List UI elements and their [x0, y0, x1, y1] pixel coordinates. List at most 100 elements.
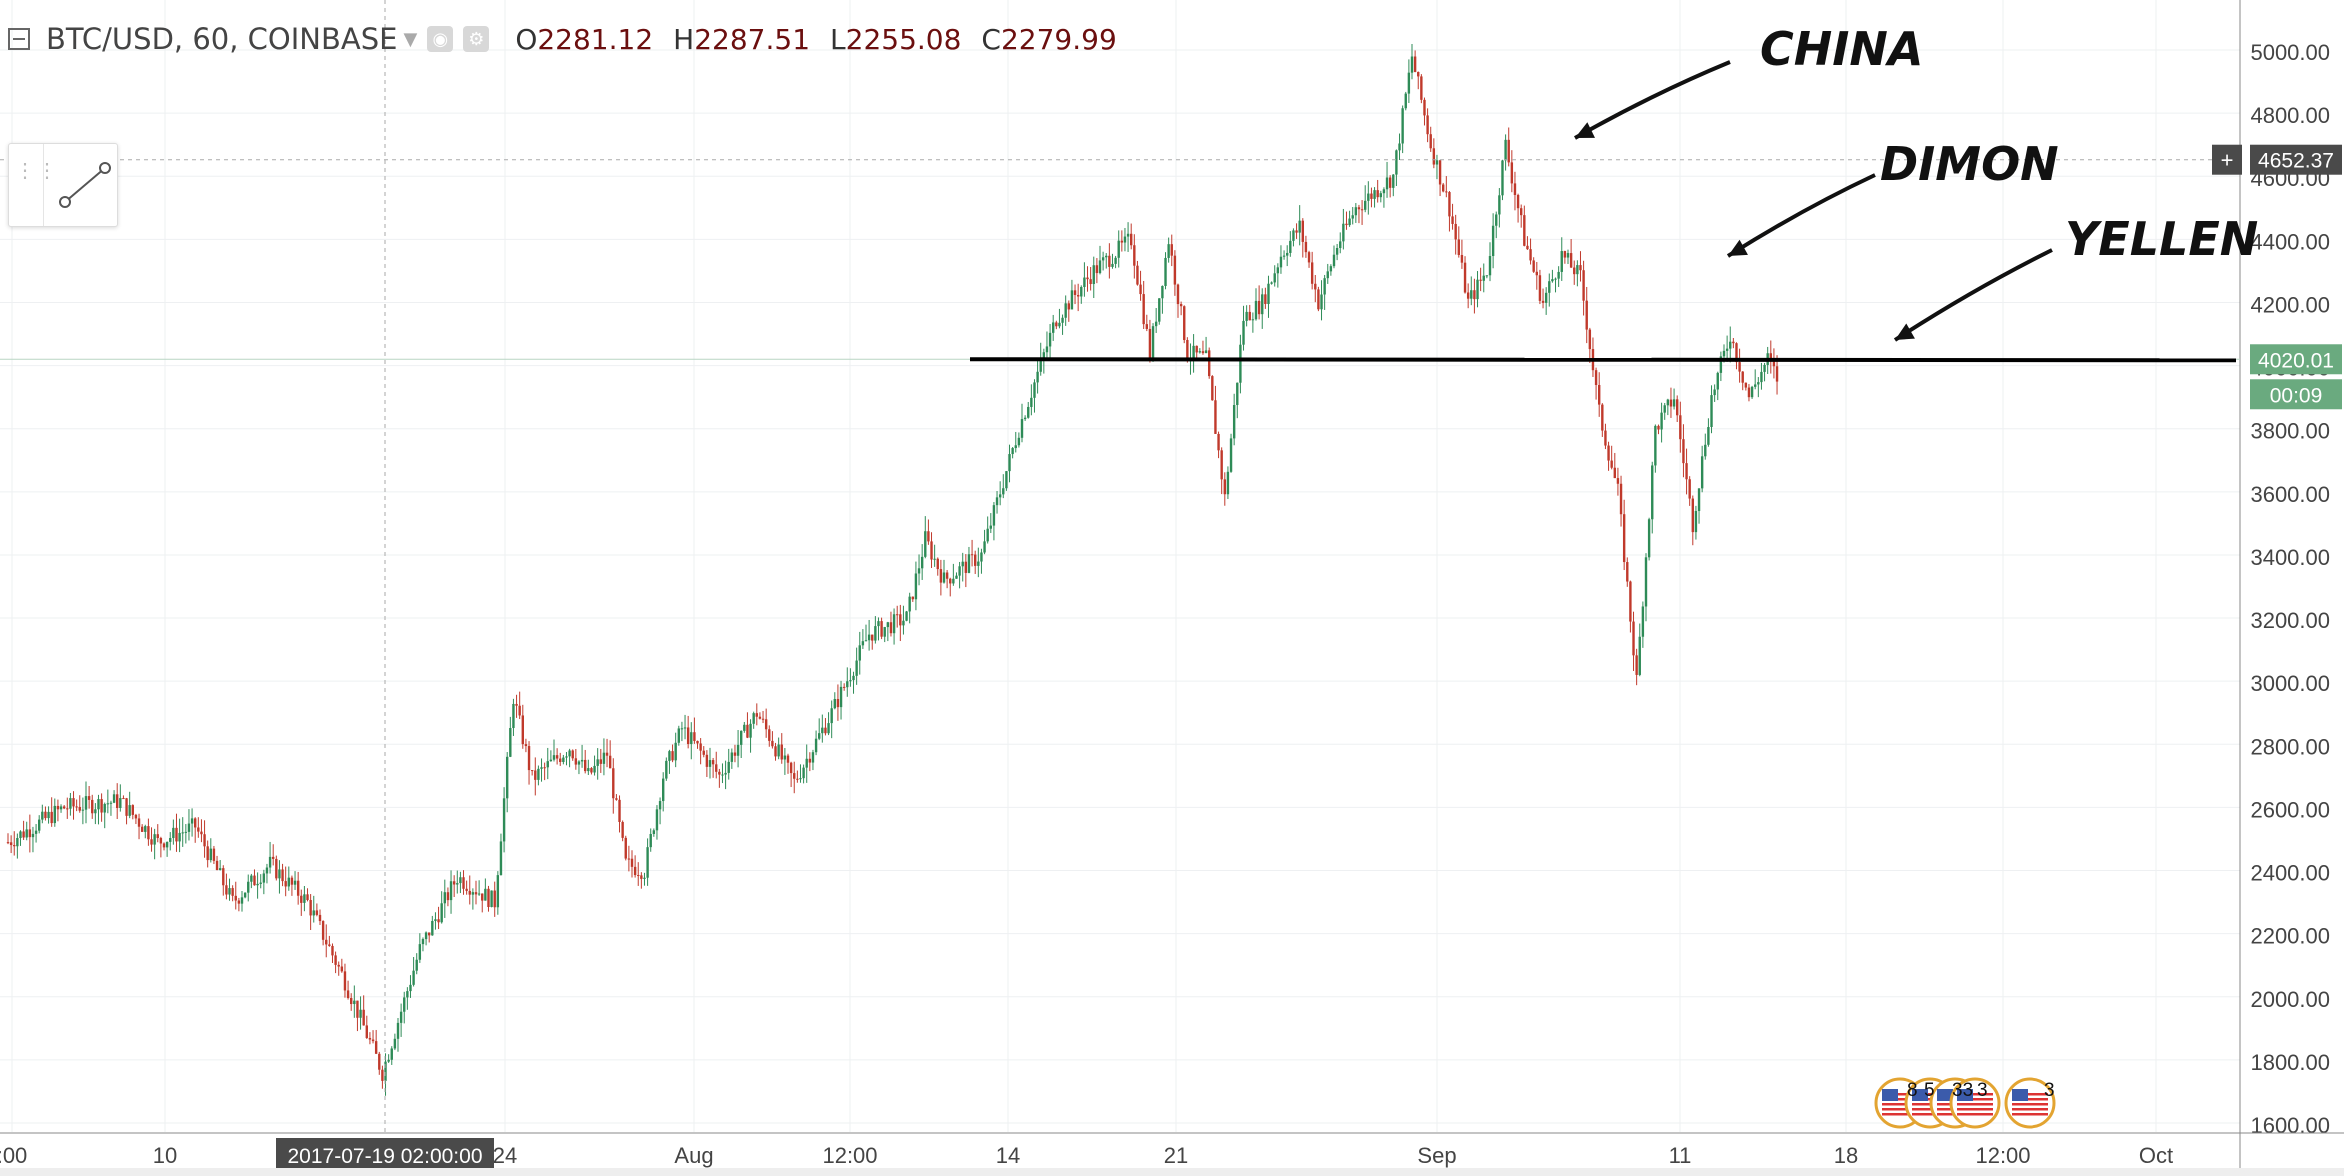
- candle-body: [350, 998, 353, 1005]
- annotation-arrow-line: [1574, 60, 1731, 140]
- y-tick-label: 4200.00: [2250, 292, 2330, 317]
- y-tick-label: 1600.00: [2250, 1113, 2330, 1138]
- x-tick-label: 11: [1669, 1143, 1692, 1168]
- y-tick-label: 3400.00: [2250, 545, 2330, 570]
- candle-body: [41, 811, 44, 820]
- candle-body: [1101, 257, 1105, 261]
- candle-body: [761, 718, 765, 720]
- candle-body: [945, 572, 949, 579]
- candle-body: [1198, 351, 1202, 353]
- x-tick-label: :00: [0, 1143, 27, 1168]
- candle-body: [162, 843, 166, 848]
- candle-body: [1339, 241, 1342, 249]
- candle-body: [1273, 273, 1276, 283]
- candle-body: [746, 724, 749, 738]
- candle-body: [930, 541, 933, 560]
- candle-body: [1036, 371, 1039, 383]
- candle-body: [334, 955, 337, 965]
- candle-body: [190, 818, 194, 824]
- candle-body: [1279, 256, 1283, 268]
- candle-body: [736, 744, 740, 756]
- candle-body: [596, 759, 599, 766]
- symbol-dropdown-icon[interactable]: ▼: [403, 28, 418, 50]
- candle-body: [1286, 252, 1289, 256]
- candle-body: [1676, 399, 1679, 416]
- candle-body: [858, 645, 861, 661]
- candle-body: [830, 708, 833, 724]
- y-tick-label: 1800.00: [2250, 1050, 2330, 1075]
- ohlc-key: L: [830, 22, 846, 56]
- candle-body: [197, 827, 200, 832]
- candle-body: [75, 806, 78, 808]
- candle-body: [418, 944, 422, 960]
- candle-body: [771, 740, 774, 747]
- candle-body: [1613, 467, 1616, 479]
- candle-body: [296, 880, 300, 896]
- candle-body: [924, 531, 927, 557]
- candle-body: [1732, 341, 1735, 344]
- y-tick-label: 2800.00: [2250, 734, 2330, 759]
- candle-body: [1669, 399, 1673, 407]
- y-tick-label: 3600.00: [2250, 482, 2330, 507]
- candle-body: [802, 767, 805, 779]
- candle-body: [150, 839, 153, 845]
- trend-line-icon[interactable]: [57, 160, 113, 210]
- symbol-label[interactable]: BTC/USD, 60, COINBASE: [46, 22, 398, 56]
- candle-body: [1220, 450, 1223, 480]
- candle-body: [827, 723, 830, 734]
- gear-icon[interactable]: ⚙: [463, 26, 490, 52]
- candle-body: [321, 921, 325, 940]
- candle-body: [796, 778, 799, 780]
- candle-body: [1685, 463, 1688, 480]
- collapse-legend-icon[interactable]: [8, 28, 30, 50]
- candle-body: [1154, 321, 1158, 327]
- candle-body: [247, 881, 250, 893]
- candle-body: [253, 875, 256, 886]
- candle-body: [356, 1000, 359, 1018]
- candle-body: [415, 959, 418, 971]
- candle-body: [1105, 255, 1108, 258]
- candle-body: [1179, 304, 1183, 307]
- candle-body: [452, 881, 456, 885]
- drag-handle-icon[interactable]: ⋮⋮: [15, 160, 59, 182]
- candle-body: [1482, 275, 1485, 281]
- candle-body: [877, 621, 880, 627]
- candle-body: [1176, 284, 1180, 305]
- candle-body: [571, 750, 574, 759]
- candle-body: [1111, 263, 1114, 267]
- event-badge-count: 3: [2044, 1080, 2055, 1101]
- candle-body: [421, 939, 425, 945]
- candle-body: [1722, 350, 1726, 357]
- bottom-scrollbar[interactable]: [0, 1168, 2344, 1176]
- candle-body: [908, 596, 911, 612]
- candle-body: [459, 877, 462, 884]
- close-value: 2279.99: [1000, 22, 1117, 56]
- candle-body: [237, 900, 241, 904]
- candle-body: [1304, 241, 1308, 253]
- candle-body: [1310, 262, 1314, 284]
- candle-body: [1438, 160, 1442, 185]
- candle-body: [215, 860, 219, 871]
- candle-body: [403, 997, 406, 1012]
- candle-body: [905, 611, 908, 621]
- candle-body: [543, 767, 546, 769]
- drawing-toolbar[interactable]: ⋮⋮: [8, 143, 118, 227]
- candle-body: [880, 621, 883, 637]
- eye-icon[interactable]: ◉: [427, 26, 454, 52]
- candle-body: [144, 826, 147, 832]
- candle-body: [1126, 233, 1130, 237]
- candle-body: [1080, 286, 1083, 297]
- event-badge-count: 33: [1952, 1080, 1973, 1101]
- candle-body: [1276, 267, 1280, 274]
- candle-body: [512, 703, 515, 729]
- candle-body: [159, 838, 163, 844]
- flag-stripe: [1882, 1093, 1918, 1096]
- candle-body: [374, 1041, 378, 1054]
- candle-body: [743, 724, 746, 731]
- candle-body: [481, 893, 484, 901]
- current-price-label-text: 4020.01: [2258, 349, 2334, 372]
- candle-body: [864, 640, 868, 642]
- candle-body: [1217, 433, 1220, 451]
- candle-body: [1379, 193, 1382, 198]
